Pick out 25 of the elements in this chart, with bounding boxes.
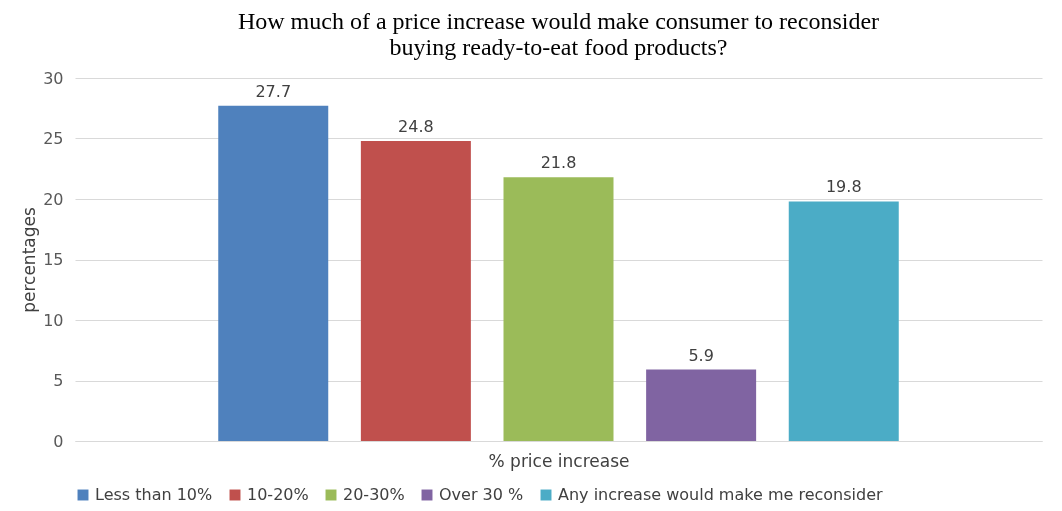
y-axis-title: percentages	[19, 207, 40, 313]
bar	[503, 177, 614, 441]
data-label: 21.8	[540, 153, 577, 173]
legend-label: 10-20%	[247, 485, 309, 504]
y-tick-label: 5	[53, 371, 64, 390]
y-tick-label: 25	[43, 129, 64, 148]
bar	[646, 369, 757, 441]
y-tick-label: 30	[43, 68, 64, 88]
data-label: 5.9	[688, 345, 714, 365]
legend-label: Any increase would make me reconsider	[558, 485, 883, 504]
data-label: 19.8	[825, 177, 862, 197]
y-tick-label: 15	[43, 250, 64, 269]
y-tick-label: 0	[53, 431, 64, 451]
legend-label: Over 30 %	[439, 485, 524, 504]
y-tick-label: 20	[43, 189, 64, 209]
data-label: 27.7	[255, 81, 292, 101]
data-label: 24.8	[398, 116, 434, 136]
chart-title: How much of a price increase would make consumer to reconsider buying ready-to-eat food products?	[237, 8, 880, 60]
legend-label: 20-30%	[343, 485, 405, 504]
bar	[360, 140, 471, 441]
bar	[218, 105, 329, 441]
bar	[788, 201, 899, 441]
x-axis-title: % price increase	[488, 450, 630, 471]
legend-label: Less than 10%	[95, 485, 213, 504]
y-tick-label: 10	[43, 310, 64, 330]
